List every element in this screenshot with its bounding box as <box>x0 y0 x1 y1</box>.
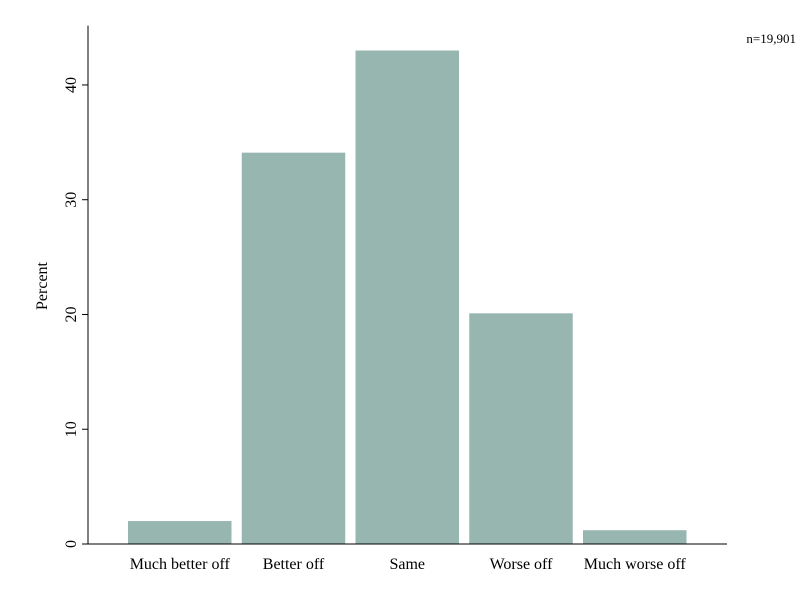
y-tick-label: 40 <box>63 77 80 93</box>
bars-group <box>128 50 687 545</box>
sample-size-note: n=19,901 <box>746 31 796 46</box>
x-axis: Much better off Better off Same Worse off Mu… <box>88 543 727 573</box>
bar-much-worse-off <box>583 530 687 544</box>
y-tick-label: 0 <box>63 540 80 548</box>
y-tick-label: 30 <box>63 192 80 208</box>
x-tick-label: Much better off <box>130 556 231 573</box>
y-axis-title: Percent <box>34 261 51 310</box>
y-tick-label: 20 <box>63 306 80 322</box>
x-tick-label: Same <box>389 556 425 573</box>
y-tick-label: 10 <box>63 421 80 437</box>
bar-same <box>355 50 459 545</box>
x-tick-label: Better off <box>263 556 325 573</box>
x-tick-label: Much worse off <box>584 556 687 573</box>
bar-worse-off <box>469 313 573 544</box>
y-axis: 0 10 20 30 40 <box>63 25 89 548</box>
x-tick-label: Worse off <box>490 556 554 573</box>
bar-better-off <box>241 152 346 544</box>
bar-much-better-off <box>128 521 232 544</box>
